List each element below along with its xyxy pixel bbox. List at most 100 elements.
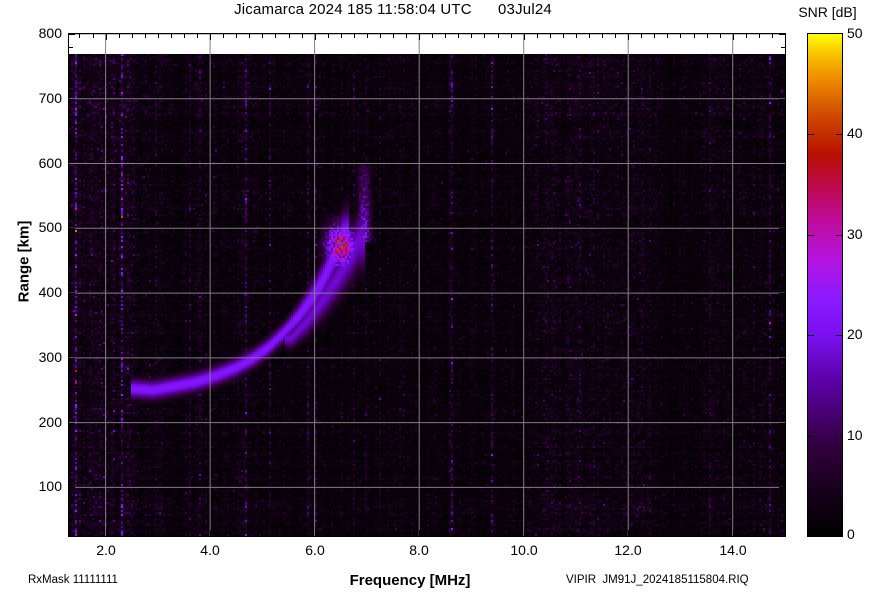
x-tick-minor <box>145 533 146 536</box>
x-tick-minor <box>328 533 329 536</box>
y-tick-major-right <box>779 358 785 359</box>
x-tick-minor <box>707 533 708 536</box>
x-tick-minor <box>746 533 747 536</box>
x-tick-minor-top <box>602 34 603 38</box>
colorbar-tick-label: 50 <box>847 25 863 41</box>
y-tick-minor <box>69 138 73 139</box>
x-tick-minor-top <box>511 34 512 38</box>
y-tick-minor-right <box>781 280 785 281</box>
colorbar-tick-label: 30 <box>847 226 863 242</box>
x-tick-minor <box>615 533 616 536</box>
page-title: Jicamarca 2024 185 11:58:04 UTC 03Jul24 <box>234 1 552 18</box>
x-tick-minor-top <box>93 34 94 38</box>
y-tick-major-right <box>779 487 785 488</box>
x-tick-minor <box>197 533 198 536</box>
x-tick-major <box>524 530 525 536</box>
x-tick-major-top <box>315 34 316 40</box>
x-tick-minor-top <box>380 34 381 38</box>
x-tick-minor <box>184 533 185 536</box>
y-tick-minor <box>69 513 73 514</box>
y-tick-label: 300 <box>38 349 62 365</box>
x-tick-minor <box>393 533 394 536</box>
y-tick-minor <box>69 151 73 152</box>
x-tick-minor-top <box>171 34 172 38</box>
x-tick-minor <box>249 533 250 536</box>
x-tick-minor <box>484 533 485 536</box>
x-tick-minor <box>380 533 381 536</box>
y-tick-label: 100 <box>38 478 62 494</box>
x-tick-major-top <box>106 34 107 40</box>
x-tick-minor <box>445 533 446 536</box>
colorbar-tick-label: 10 <box>847 427 863 443</box>
source-file-label: VIPIR JM91J_2024185115804.RIQ <box>566 574 749 586</box>
y-tick-minor <box>69 86 73 87</box>
y-tick-major-right <box>779 228 785 229</box>
colorbar-tick-label: 20 <box>847 326 863 342</box>
y-tick-minor-right <box>781 319 785 320</box>
x-tick-minor-top <box>498 34 499 38</box>
y-tick-major-right <box>779 164 785 165</box>
y-tick-minor-right <box>781 384 785 385</box>
y-tick-minor <box>69 332 73 333</box>
y-tick-minor <box>69 306 73 307</box>
y-tick-minor <box>69 526 73 527</box>
x-tick-minor <box>171 533 172 536</box>
y-tick-minor-right <box>781 60 785 61</box>
y-tick-minor-right <box>781 177 785 178</box>
x-tick-minor-top <box>445 34 446 38</box>
colorbar-tick <box>808 335 814 336</box>
y-tick-minor <box>69 449 73 450</box>
y-tick-minor <box>69 410 73 411</box>
y-tick-minor-right <box>781 306 785 307</box>
x-tick-minor <box>132 533 133 536</box>
x-tick-minor-top <box>720 34 721 38</box>
x-tick-minor-top <box>746 34 747 38</box>
colorbar-tick-right <box>836 436 842 437</box>
x-tick-minor-top <box>236 34 237 38</box>
x-tick-minor <box>341 533 342 536</box>
x-tick-minor-top <box>262 34 263 38</box>
x-tick-minor <box>354 533 355 536</box>
x-tick-minor-top <box>275 34 276 38</box>
x-tick-minor-top <box>184 34 185 38</box>
x-tick-minor-top <box>119 34 120 38</box>
x-tick-minor-top <box>145 34 146 38</box>
x-tick-minor <box>432 533 433 536</box>
y-tick-minor-right <box>781 73 785 74</box>
y-tick-minor <box>69 500 73 501</box>
x-tick-minor <box>654 533 655 536</box>
y-tick-label: 400 <box>38 284 62 300</box>
y-tick-minor-right <box>781 371 785 372</box>
y-tick-major-right <box>779 34 785 35</box>
x-tick-minor <box>563 533 564 536</box>
x-tick-minor <box>759 533 760 536</box>
snr-colorbar[interactable] <box>807 33 843 537</box>
x-tick-minor <box>511 533 512 536</box>
x-tick-minor-top <box>354 34 355 38</box>
x-tick-minor-top <box>667 34 668 38</box>
y-tick-major <box>69 228 75 229</box>
y-tick-minor-right <box>781 462 785 463</box>
x-tick-minor-top <box>759 34 760 38</box>
y-tick-minor <box>69 319 73 320</box>
x-tick-minor <box>641 533 642 536</box>
y-axis-title: Range [km] <box>15 220 33 303</box>
y-tick-minor-right <box>781 436 785 437</box>
x-tick-minor-top <box>249 34 250 38</box>
x-tick-minor-top <box>328 34 329 38</box>
y-tick-label: 800 <box>38 25 62 41</box>
y-tick-minor <box>69 254 73 255</box>
x-tick-minor-top <box>223 34 224 38</box>
y-tick-minor <box>69 47 73 48</box>
y-tick-minor <box>69 462 73 463</box>
y-tick-major-right <box>779 99 785 100</box>
x-tick-label: 4.0 <box>200 542 220 558</box>
y-tick-minor-right <box>781 125 785 126</box>
x-tick-minor-top <box>132 34 133 38</box>
x-tick-minor-top <box>680 34 681 38</box>
x-tick-minor <box>223 533 224 536</box>
colorbar-tick-right <box>836 335 842 336</box>
colorbar-title: SNR [dB] <box>798 4 857 20</box>
ionogram-plot-area[interactable] <box>68 33 786 537</box>
x-tick-minor-top <box>694 34 695 38</box>
